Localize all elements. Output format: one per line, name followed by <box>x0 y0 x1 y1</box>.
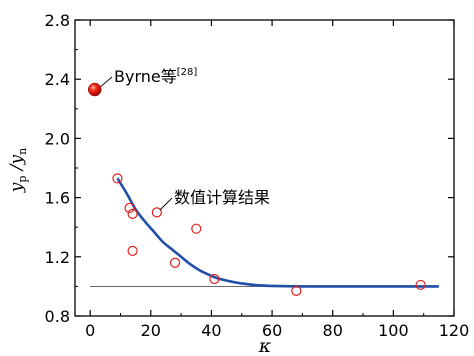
data-point-s0-9 <box>415 279 426 291</box>
numeric-leader-line <box>159 197 173 211</box>
numeric-annotation: 数值计算结果 <box>174 188 270 207</box>
data-point-s0-6 <box>191 223 202 234</box>
y-axis-label-main1: y <box>7 182 27 193</box>
y-tick-label-4: 2.4 <box>45 70 70 89</box>
y-axis-label: yp /yn <box>7 148 29 194</box>
y-tick-label-2: 1.6 <box>45 189 70 208</box>
y-axis-label-sep: / <box>7 162 27 175</box>
x-tick-label-6: 120 <box>439 321 470 340</box>
data-point-s0-7 <box>209 273 220 285</box>
x-tick-label-0: 0 <box>85 321 95 340</box>
y-tick-label-1: 1.2 <box>45 248 70 267</box>
x-tick-label-5: 100 <box>378 321 409 340</box>
data-point-s0-1 <box>124 202 135 214</box>
fit-curve <box>116 177 439 288</box>
data-point-s0-8 <box>291 285 302 296</box>
byrne-annotation-ref: [28] <box>177 67 198 78</box>
y-tick-label-5: 2.8 <box>45 11 70 30</box>
data-point-s1-0 <box>87 82 102 97</box>
y-tick-label-0: 0.8 <box>45 307 70 326</box>
x-tick-label-3: 60 <box>262 321 282 340</box>
data-point-s0-4 <box>151 207 162 218</box>
x-tick-label-1: 20 <box>141 321 161 340</box>
x-axis-label: κ <box>258 335 272 356</box>
data-point-s0-5 <box>169 257 181 268</box>
data-point-s0-0 <box>112 173 123 184</box>
byrne-annotation: Byrne等[28] <box>114 67 197 86</box>
x-tick-label-4: 80 <box>323 321 343 340</box>
y-axis-label-sub2: n <box>16 148 29 155</box>
byrne-annotation-name: Byrne等 <box>114 67 177 86</box>
y-tick-label-3: 2.0 <box>45 129 70 148</box>
plot-frame <box>74 19 455 317</box>
x-tick-label-2: 40 <box>201 321 221 340</box>
data-point-s0-2 <box>127 208 138 219</box>
byrne-leader-line <box>100 76 113 87</box>
y-axis-label-main2: y <box>7 154 27 165</box>
data-point-s0-3 <box>127 245 138 256</box>
y-axis-label-sub1: p <box>16 176 29 183</box>
